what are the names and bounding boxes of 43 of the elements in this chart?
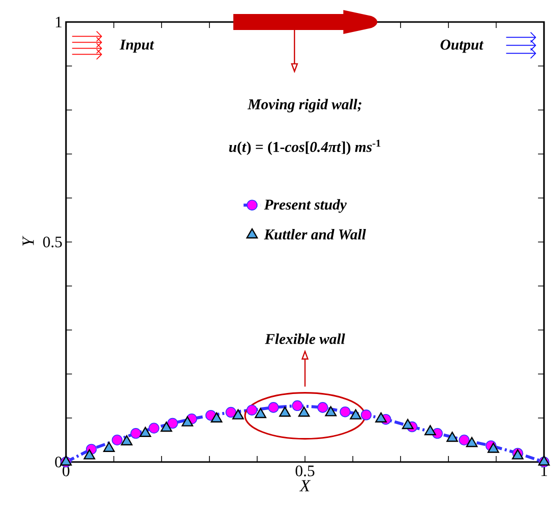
annotation: Moving rigid wall;: [248, 98, 362, 112]
point: [254, 408, 266, 418]
point: [84, 449, 96, 460]
annotation: Flexible wall: [264, 334, 346, 344]
x-axis-title: X: [299, 480, 311, 492]
point: [350, 409, 362, 420]
legend-label: Present study: [264, 199, 347, 213]
point: [120, 435, 132, 446]
point: [103, 442, 115, 452]
legend-label: Kuttler and Wall: [264, 228, 366, 240]
point: [402, 418, 414, 430]
point: [446, 432, 458, 442]
point: [279, 406, 291, 417]
y-axis-title: Y: [22, 236, 34, 246]
point: [375, 412, 387, 422]
point: [232, 409, 244, 420]
point: [340, 406, 351, 418]
y-tick-label: 1: [56, 16, 62, 28]
text: u(t) = (1-cos[0.4πt]) ms$^{-1}$: [229, 140, 380, 156]
point: [424, 425, 436, 436]
x-tick-label: 0.5: [296, 466, 314, 476]
point: [140, 426, 152, 437]
point: [160, 422, 172, 432]
point: [167, 418, 178, 429]
point: [360, 410, 372, 420]
point: [246, 404, 258, 416]
point: [182, 416, 194, 426]
point: [210, 412, 222, 422]
annotation: Input: [120, 40, 154, 53]
point: [466, 436, 478, 448]
point: [317, 402, 328, 413]
point: [458, 434, 470, 446]
annotation: Output: [440, 40, 484, 53]
point: [325, 406, 337, 416]
y-tick-label: 0.5: [43, 236, 62, 248]
point: [226, 406, 236, 418]
point: [112, 434, 123, 446]
point: [292, 400, 303, 412]
point: [268, 402, 279, 413]
point: [148, 422, 160, 434]
point: [298, 406, 310, 417]
point: [130, 428, 142, 439]
point: [488, 442, 500, 453]
